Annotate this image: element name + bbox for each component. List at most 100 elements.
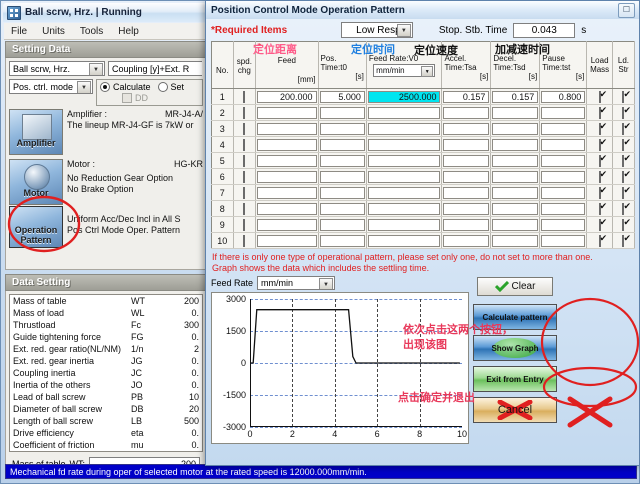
cell-input-t0[interactable] xyxy=(319,218,365,231)
cell-tst[interactable] xyxy=(539,120,588,137)
cell-input-tsd[interactable] xyxy=(492,170,539,183)
cell-v0[interactable] xyxy=(366,152,443,169)
spd-chg-checkbox[interactable] xyxy=(243,122,246,135)
cell-tst[interactable] xyxy=(539,168,588,185)
cell-tsa[interactable] xyxy=(441,136,492,153)
cell-v0[interactable]: 2500.000 xyxy=(366,88,443,105)
load-checkbox[interactable] xyxy=(598,154,601,167)
data-setting-row[interactable]: Mass of load WL 0. xyxy=(10,307,202,319)
cell-tsd[interactable] xyxy=(490,136,541,153)
cell-input-tsd[interactable] xyxy=(492,154,539,167)
cell-input-v0[interactable] xyxy=(367,218,441,231)
cell-input-feed[interactable] xyxy=(257,138,317,151)
cell-tsd[interactable]: 0.157 xyxy=(490,88,541,105)
cell-input-v0[interactable]: 2500.000 xyxy=(367,90,441,103)
feed-rate-unit-combo[interactable]: mm/min ▼ xyxy=(257,276,336,290)
cell-tsa[interactable] xyxy=(441,184,492,201)
cell-input-tsa[interactable] xyxy=(443,138,490,151)
cell-input-v0[interactable] xyxy=(367,138,441,151)
cell-input-tsa[interactable] xyxy=(443,186,490,199)
dd-row[interactable]: DD xyxy=(100,93,199,103)
cell-load[interactable] xyxy=(586,136,613,153)
spd-chg-checkbox[interactable] xyxy=(243,186,246,199)
cell-ldstr[interactable] xyxy=(612,168,636,185)
load-checkbox[interactable] xyxy=(598,106,601,119)
chevron-down-icon[interactable]: ▼ xyxy=(89,63,103,75)
cell-input-feed[interactable] xyxy=(257,234,317,247)
cell-v0[interactable] xyxy=(366,216,443,233)
machine-combo[interactable]: Ball scrw, Hrz. ▼ xyxy=(9,61,105,76)
cell-feed[interactable]: 200.000 xyxy=(255,88,319,105)
cell-tsd[interactable] xyxy=(490,216,541,233)
spd-chg-cell[interactable] xyxy=(233,232,257,249)
cell-v0[interactable] xyxy=(366,136,443,153)
table-row[interactable]: 5 xyxy=(211,152,636,169)
cell-input-tsd[interactable] xyxy=(492,234,539,247)
cell-tsd[interactable] xyxy=(490,168,541,185)
ldstr-checkbox[interactable] xyxy=(622,234,625,247)
cell-tst[interactable] xyxy=(539,136,588,153)
ldstr-checkbox[interactable] xyxy=(622,122,625,135)
menu-tools[interactable]: Tools xyxy=(79,25,104,37)
spd-chg-cell[interactable] xyxy=(233,120,257,137)
cell-tsa[interactable] xyxy=(441,216,492,233)
cell-feed[interactable] xyxy=(255,184,319,201)
cell-input-v0[interactable] xyxy=(367,202,441,215)
cell-input-tsd[interactable] xyxy=(492,106,539,119)
cell-load[interactable] xyxy=(586,232,613,249)
calculate-row[interactable]: Calculate Set xyxy=(100,82,199,92)
cell-t0[interactable] xyxy=(318,216,367,233)
cell-input-tsa[interactable] xyxy=(443,202,490,215)
cell-ldstr[interactable] xyxy=(612,184,636,201)
ldstr-checkbox[interactable] xyxy=(622,154,625,167)
operation-pattern-thumbnail[interactable]: Operation Pattern xyxy=(9,206,63,248)
table-row[interactable]: 3 xyxy=(211,120,636,137)
cell-load[interactable] xyxy=(586,104,613,121)
cell-input-v0[interactable] xyxy=(367,154,441,167)
cell-input-v0[interactable] xyxy=(367,106,441,119)
mode-combo[interactable]: Pos. ctrl. mode ▼ xyxy=(9,79,93,94)
cell-tst[interactable]: 0.800 xyxy=(539,88,588,105)
cell-tsd[interactable] xyxy=(490,200,541,217)
cell-t0[interactable]: 5.000 xyxy=(318,88,367,105)
spd-chg-checkbox[interactable] xyxy=(243,106,246,119)
spd-chg-cell[interactable] xyxy=(233,136,257,153)
cell-input-tsd[interactable] xyxy=(492,138,539,151)
table-row[interactable]: 7 xyxy=(211,184,636,201)
data-setting-row[interactable]: Guide tightening force FG 0. xyxy=(10,331,202,343)
button-show-graph[interactable]: Show Graph xyxy=(473,335,557,361)
data-setting-row[interactable]: Thrustload Fc 300 xyxy=(10,319,202,331)
cell-input-tsa[interactable] xyxy=(443,122,490,135)
cell-tsa[interactable] xyxy=(441,104,492,121)
cell-tst[interactable] xyxy=(539,216,588,233)
cell-feed[interactable] xyxy=(255,200,319,217)
cell-tsa[interactable] xyxy=(441,120,492,137)
cell-input-feed[interactable] xyxy=(257,170,317,183)
radio-calculate[interactable] xyxy=(100,82,110,92)
load-checkbox[interactable] xyxy=(598,170,601,183)
table-row[interactable]: 1 200.000 5.000 2500.000 0.157 0.157 0.800 xyxy=(211,88,636,105)
cell-input-feed[interactable] xyxy=(257,154,317,167)
cell-input-tst[interactable] xyxy=(541,202,586,215)
cell-input-tst[interactable] xyxy=(541,106,586,119)
load-checkbox[interactable] xyxy=(598,90,601,103)
cell-input-tsd[interactable]: 0.157 xyxy=(492,90,539,103)
feed-rate-v0-unit-combo[interactable]: mm/min ▼ xyxy=(373,64,436,77)
cell-input-t0[interactable] xyxy=(319,138,365,151)
cell-input-tsd[interactable] xyxy=(492,122,539,135)
cell-t0[interactable] xyxy=(318,168,367,185)
ldstr-checkbox[interactable] xyxy=(622,90,625,103)
cell-feed[interactable] xyxy=(255,120,319,137)
button-cancel[interactable]: Cancel xyxy=(473,397,557,423)
spd-chg-checkbox[interactable] xyxy=(243,202,246,215)
cell-feed[interactable] xyxy=(255,104,319,121)
spd-chg-cell[interactable] xyxy=(233,200,257,217)
response-combo[interactable]: Low Resp ▼ xyxy=(340,22,413,38)
load-checkbox[interactable] xyxy=(598,202,601,215)
clear-button[interactable]: Clear xyxy=(477,277,553,296)
cell-tsa[interactable] xyxy=(441,152,492,169)
cell-t0[interactable] xyxy=(318,152,367,169)
cell-t0[interactable] xyxy=(318,104,367,121)
cell-input-tst[interactable] xyxy=(541,122,586,135)
menu-file[interactable]: File xyxy=(11,25,28,37)
